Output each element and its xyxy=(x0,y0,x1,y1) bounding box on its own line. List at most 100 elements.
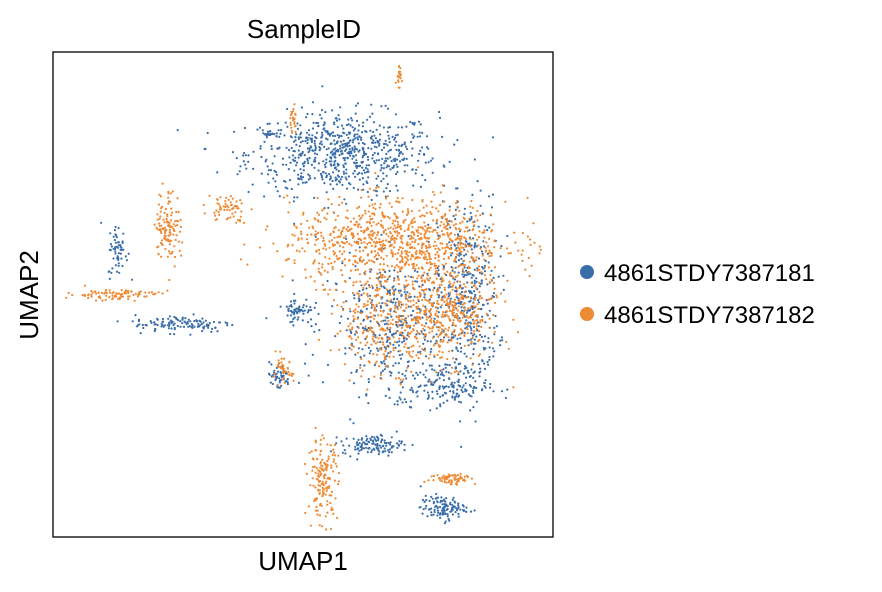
scatter-point xyxy=(454,324,457,327)
scatter-point xyxy=(371,234,374,237)
scatter-point xyxy=(357,326,360,329)
scatter-point xyxy=(380,240,383,243)
scatter-point xyxy=(337,169,340,173)
scatter-point xyxy=(411,240,414,243)
scatter-point xyxy=(420,280,424,283)
scatter-point xyxy=(375,194,378,197)
scatter-point xyxy=(411,283,414,286)
scatter-point xyxy=(407,228,410,231)
scatter-point xyxy=(381,157,384,160)
scatter-point xyxy=(422,327,425,330)
scatter-point xyxy=(293,234,296,237)
scatter-point xyxy=(269,132,272,136)
scatter-point xyxy=(355,166,358,169)
scatter-point xyxy=(411,267,415,270)
scatter-point xyxy=(328,494,331,497)
scatter-point xyxy=(293,169,296,172)
scatter-point xyxy=(373,294,376,297)
scatter-point xyxy=(110,245,113,248)
scatter-point xyxy=(446,246,450,249)
scatter-point xyxy=(425,204,428,207)
scatter-point xyxy=(313,196,316,199)
scatter-point xyxy=(376,152,380,155)
scatter-point xyxy=(323,163,326,166)
scatter-point xyxy=(348,148,351,151)
scatter-point xyxy=(334,134,337,138)
scatter-point xyxy=(344,347,347,350)
scatter-point xyxy=(377,349,380,352)
scatter-point xyxy=(307,374,310,377)
scatter-point xyxy=(318,113,322,116)
scatter-point xyxy=(322,437,325,440)
scatter-point xyxy=(124,292,127,295)
scatter-point xyxy=(304,276,307,279)
scatter-point xyxy=(100,291,104,294)
scatter-point xyxy=(396,170,399,174)
scatter-point xyxy=(447,256,450,259)
scatter-point xyxy=(306,219,309,222)
scatter-point xyxy=(455,346,458,349)
scatter-point xyxy=(353,240,356,243)
scatter-point xyxy=(87,296,90,300)
scatter-point xyxy=(285,259,288,262)
scatter-point xyxy=(396,400,399,403)
scatter-point xyxy=(366,242,369,246)
scatter-point xyxy=(451,269,454,272)
scatter-point xyxy=(289,114,292,117)
scatter-point xyxy=(365,221,369,224)
scatter-point xyxy=(467,344,470,347)
scatter-point xyxy=(133,299,136,302)
scatter-point xyxy=(416,256,419,260)
scatter-point xyxy=(381,369,384,372)
scatter-point xyxy=(313,152,317,155)
scatter-point xyxy=(443,480,446,484)
scatter-point xyxy=(338,244,342,247)
scatter-point xyxy=(384,142,387,146)
scatter-point xyxy=(361,125,364,128)
scatter-point xyxy=(375,360,378,363)
scatter-point xyxy=(423,152,426,156)
scatter-point xyxy=(424,349,427,352)
scatter-point xyxy=(318,145,321,149)
scatter-point xyxy=(292,140,296,143)
scatter-point xyxy=(411,280,414,283)
scatter-point xyxy=(351,126,354,129)
scatter-point xyxy=(427,357,430,360)
scatter-point xyxy=(346,230,349,233)
scatter-point xyxy=(454,223,458,226)
scatter-point xyxy=(378,334,381,337)
scatter-point xyxy=(170,327,173,330)
scatter-point xyxy=(338,250,341,253)
scatter-point xyxy=(326,464,329,467)
scatter-point xyxy=(418,345,421,348)
scatter-point xyxy=(450,383,453,386)
scatter-point xyxy=(169,219,173,222)
scatter-point xyxy=(408,335,411,338)
scatter-point xyxy=(314,497,317,500)
scatter-point xyxy=(421,214,424,217)
scatter-point xyxy=(169,332,172,336)
scatter-point xyxy=(440,230,443,233)
scatter-point xyxy=(481,265,484,269)
scatter-point xyxy=(315,238,318,242)
scatter-point xyxy=(316,513,319,516)
scatter-point xyxy=(361,447,364,450)
scatter-point xyxy=(440,221,443,224)
scatter-point xyxy=(424,355,428,358)
scatter-point xyxy=(285,305,288,308)
scatter-point xyxy=(325,248,328,251)
scatter-point xyxy=(492,314,495,317)
scatter-point xyxy=(393,403,396,406)
scatter-point xyxy=(277,359,280,362)
scatter-point xyxy=(415,371,418,374)
scatter-point xyxy=(443,295,447,299)
scatter-point xyxy=(399,227,402,230)
scatter-point xyxy=(168,278,171,282)
scatter-point xyxy=(292,379,295,382)
scatter-point xyxy=(438,386,441,389)
scatter-point xyxy=(320,482,323,486)
scatter-point xyxy=(432,228,435,231)
scatter-point xyxy=(439,356,442,359)
scatter-point xyxy=(449,291,452,294)
scatter-point xyxy=(285,163,288,166)
